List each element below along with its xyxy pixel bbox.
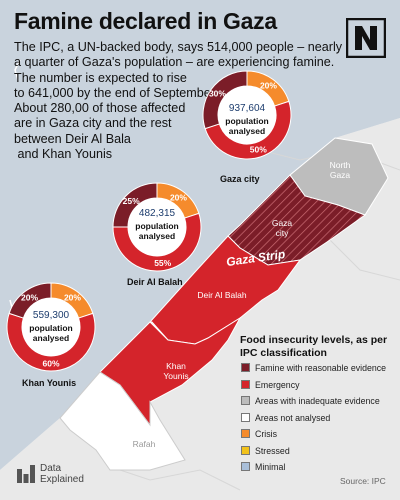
map-label-north-gaza: North Gaza [329, 160, 351, 180]
intro-line: a quarter of Gaza's population – are exp… [14, 55, 335, 70]
intro-line: The number is expected to rise [14, 70, 187, 85]
region-rafah [59, 371, 186, 471]
map-label-gaza-city: Gaza city [271, 218, 293, 238]
road-line [119, 469, 241, 491]
donut-slice-label: 30% [209, 89, 226, 99]
donut-chart-deir-al-balah: 20% 55% 25% [112, 182, 202, 272]
population-caption: population analysed [225, 116, 269, 136]
chart-region-label: Deir Al Balah [127, 277, 183, 287]
donut-slice-label: 50% [250, 145, 267, 155]
intro-line: and Khan Younis [14, 147, 113, 162]
legend-label: Areas not analysed [255, 412, 331, 423]
intro-line: between Deir Al Bala [14, 131, 131, 146]
donut-hole [22, 298, 80, 356]
donut-hole [218, 86, 276, 144]
intro-text: The IPC, a UN-backed body, says 514,000 … [14, 40, 344, 162]
road-line [329, 239, 400, 281]
brand-data-explained: Data Explained [17, 463, 97, 487]
map-label-khan-younis: Khan Younis [163, 361, 189, 381]
intro-line: About 280,00 of those affected [14, 101, 186, 116]
legend-title: Food insecurity levels, as per IPC class… [240, 334, 388, 359]
population-caption: population analysed [135, 221, 179, 241]
legend-swatch [241, 462, 250, 471]
chart-region-label: Gaza city [220, 174, 260, 184]
population-caption: population analysed [29, 323, 73, 343]
donut-chart-gaza-city: 20% 50% 30% [202, 70, 292, 160]
page-title: Famine declared in Gaza [14, 8, 277, 34]
population-value: 937,604 [228, 103, 266, 114]
chart-region-label: Khan Younis [22, 378, 77, 388]
donut-chart-khan-younis: 20% 60% 20% [6, 282, 96, 372]
donut-slice-label: 20% [64, 292, 81, 302]
donut-slice-label: 20% [170, 192, 187, 202]
population-value: 482,315 [138, 208, 176, 219]
legend-label: Stressed [255, 445, 290, 456]
legend-swatch [241, 429, 250, 438]
legend-label: Crisis [255, 429, 277, 439]
donut-slice-label: 55% [154, 258, 171, 268]
intro-line: are in Gaza city and the rest [14, 116, 172, 131]
source-note: Source: IPC [340, 476, 386, 486]
donut-slice-label: 20% [260, 80, 277, 90]
legend-label: Famine with reasonable evidence [255, 363, 387, 373]
legend-swatch [241, 412, 250, 422]
legend-swatch [241, 396, 250, 405]
intro-line: to 641,000 by the end of September. [14, 85, 218, 100]
legend-label: Minimal [255, 462, 286, 472]
donut-slice-label: 60% [42, 359, 59, 369]
bar-chart-icon [17, 465, 35, 483]
population-value: 559,300 [32, 310, 70, 321]
legend-label: Areas with inadequate evidence [255, 396, 380, 406]
donut-hole [128, 198, 186, 256]
legend-swatch [241, 363, 250, 372]
legend-label: Emergency [255, 379, 300, 390]
legend-swatch [241, 445, 250, 455]
intro-line: The IPC, a UN-backed body, says 514,000 … [14, 40, 343, 54]
map-label-rafah: Rafah [132, 439, 156, 449]
coast-line [14, 59, 21, 81]
n-logo-icon [346, 18, 386, 58]
legend-swatch [241, 379, 250, 389]
donut-slice-label: 20% [21, 292, 38, 302]
donut-slice-label: 25% [123, 196, 140, 206]
map-label-deir-al-balah: Deir Al Balah [197, 290, 247, 300]
brand-text: Data Explained [40, 463, 84, 485]
donut-slice [112, 182, 158, 228]
